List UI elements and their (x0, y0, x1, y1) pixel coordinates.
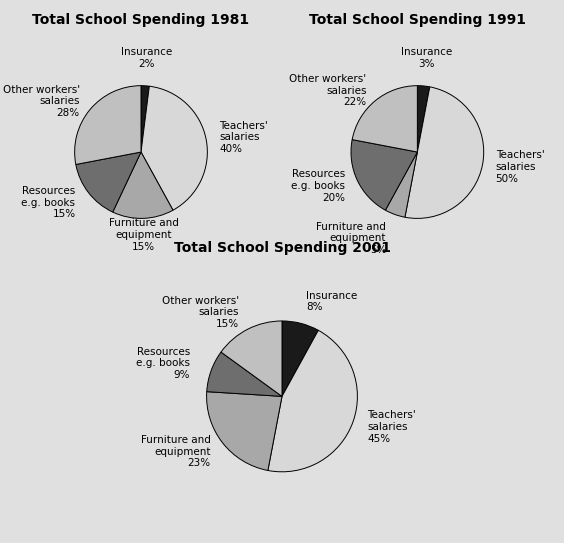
Wedge shape (417, 86, 430, 152)
Text: Furniture and
equipment
15%: Furniture and equipment 15% (109, 218, 179, 251)
Wedge shape (282, 321, 318, 396)
Text: Furniture and
equipment
5%: Furniture and equipment 5% (316, 222, 386, 255)
Title: Total School Spending 2001: Total School Spending 2001 (174, 241, 390, 255)
Text: Resources
e.g. books
20%: Resources e.g. books 20% (291, 169, 345, 203)
Text: Teachers'
salaries
45%: Teachers' salaries 45% (367, 411, 416, 444)
Text: Insurance
2%: Insurance 2% (121, 47, 173, 69)
Text: Furniture and
equipment
23%: Furniture and equipment 23% (140, 435, 210, 469)
Wedge shape (207, 352, 282, 396)
Text: Insurance
3%: Insurance 3% (400, 47, 452, 69)
Wedge shape (352, 86, 417, 152)
Text: Teachers'
salaries
50%: Teachers' salaries 50% (496, 150, 544, 184)
Text: Other workers'
salaries
28%: Other workers' salaries 28% (2, 85, 80, 118)
Title: Total School Spending 1991: Total School Spending 1991 (309, 13, 526, 27)
Wedge shape (221, 321, 282, 396)
Wedge shape (76, 152, 141, 212)
Text: Other workers'
salaries
22%: Other workers' salaries 22% (289, 74, 367, 108)
Wedge shape (141, 86, 149, 152)
Wedge shape (206, 392, 282, 470)
Wedge shape (74, 86, 141, 165)
Wedge shape (405, 87, 484, 218)
Text: Resources
e.g. books
15%: Resources e.g. books 15% (21, 186, 76, 219)
Title: Total School Spending 1981: Total School Spending 1981 (33, 13, 249, 27)
Wedge shape (385, 152, 417, 217)
Text: Insurance
8%: Insurance 8% (306, 291, 358, 312)
Wedge shape (268, 330, 358, 472)
Text: Other workers'
salaries
15%: Other workers' salaries 15% (162, 296, 239, 329)
Wedge shape (351, 140, 417, 210)
Text: Teachers'
salaries
40%: Teachers' salaries 40% (219, 121, 268, 154)
Wedge shape (113, 152, 173, 218)
Wedge shape (141, 86, 208, 210)
Text: Resources
e.g. books
9%: Resources e.g. books 9% (136, 346, 190, 380)
